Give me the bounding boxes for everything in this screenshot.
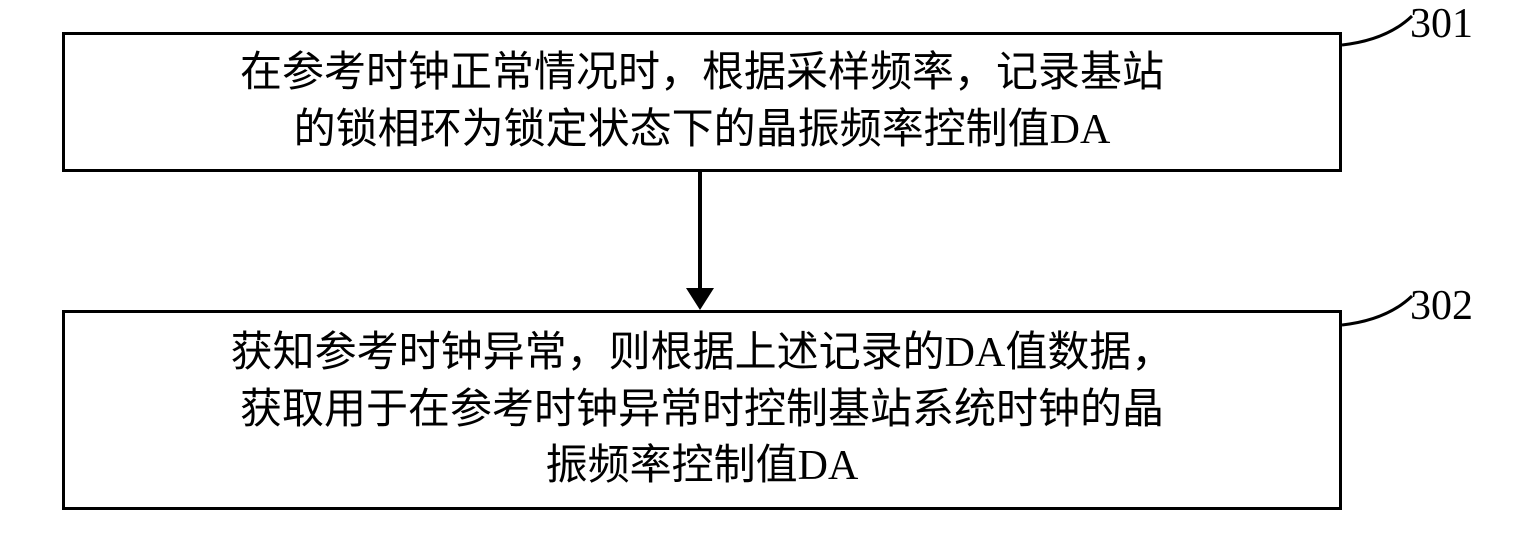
flow-node-301-text: 在参考时钟正常情况时，根据采样频率，记录基站 的锁相环为锁定状态下的晶振频率控制…	[240, 45, 1164, 158]
arrow-head-301-to-302	[686, 288, 714, 310]
flow-node-302: 获知参考时钟异常，则根据上述记录的DA值数据， 获取用于在参考时钟异常时控制基站…	[62, 310, 1342, 510]
flowchart-canvas: 在参考时钟正常情况时，根据采样频率，记录基站 的锁相环为锁定状态下的晶振频率控制…	[0, 0, 1515, 544]
flow-node-302-text: 获知参考时钟异常，则根据上述记录的DA值数据， 获取用于在参考时钟异常时控制基站…	[231, 325, 1174, 495]
flow-node-301: 在参考时钟正常情况时，根据采样频率，记录基站 的锁相环为锁定状态下的晶振频率控制…	[62, 32, 1342, 172]
step-label-301: 301	[1410, 0, 1473, 48]
step-label-302: 302	[1410, 282, 1473, 330]
arrow-301-to-302	[698, 172, 702, 290]
